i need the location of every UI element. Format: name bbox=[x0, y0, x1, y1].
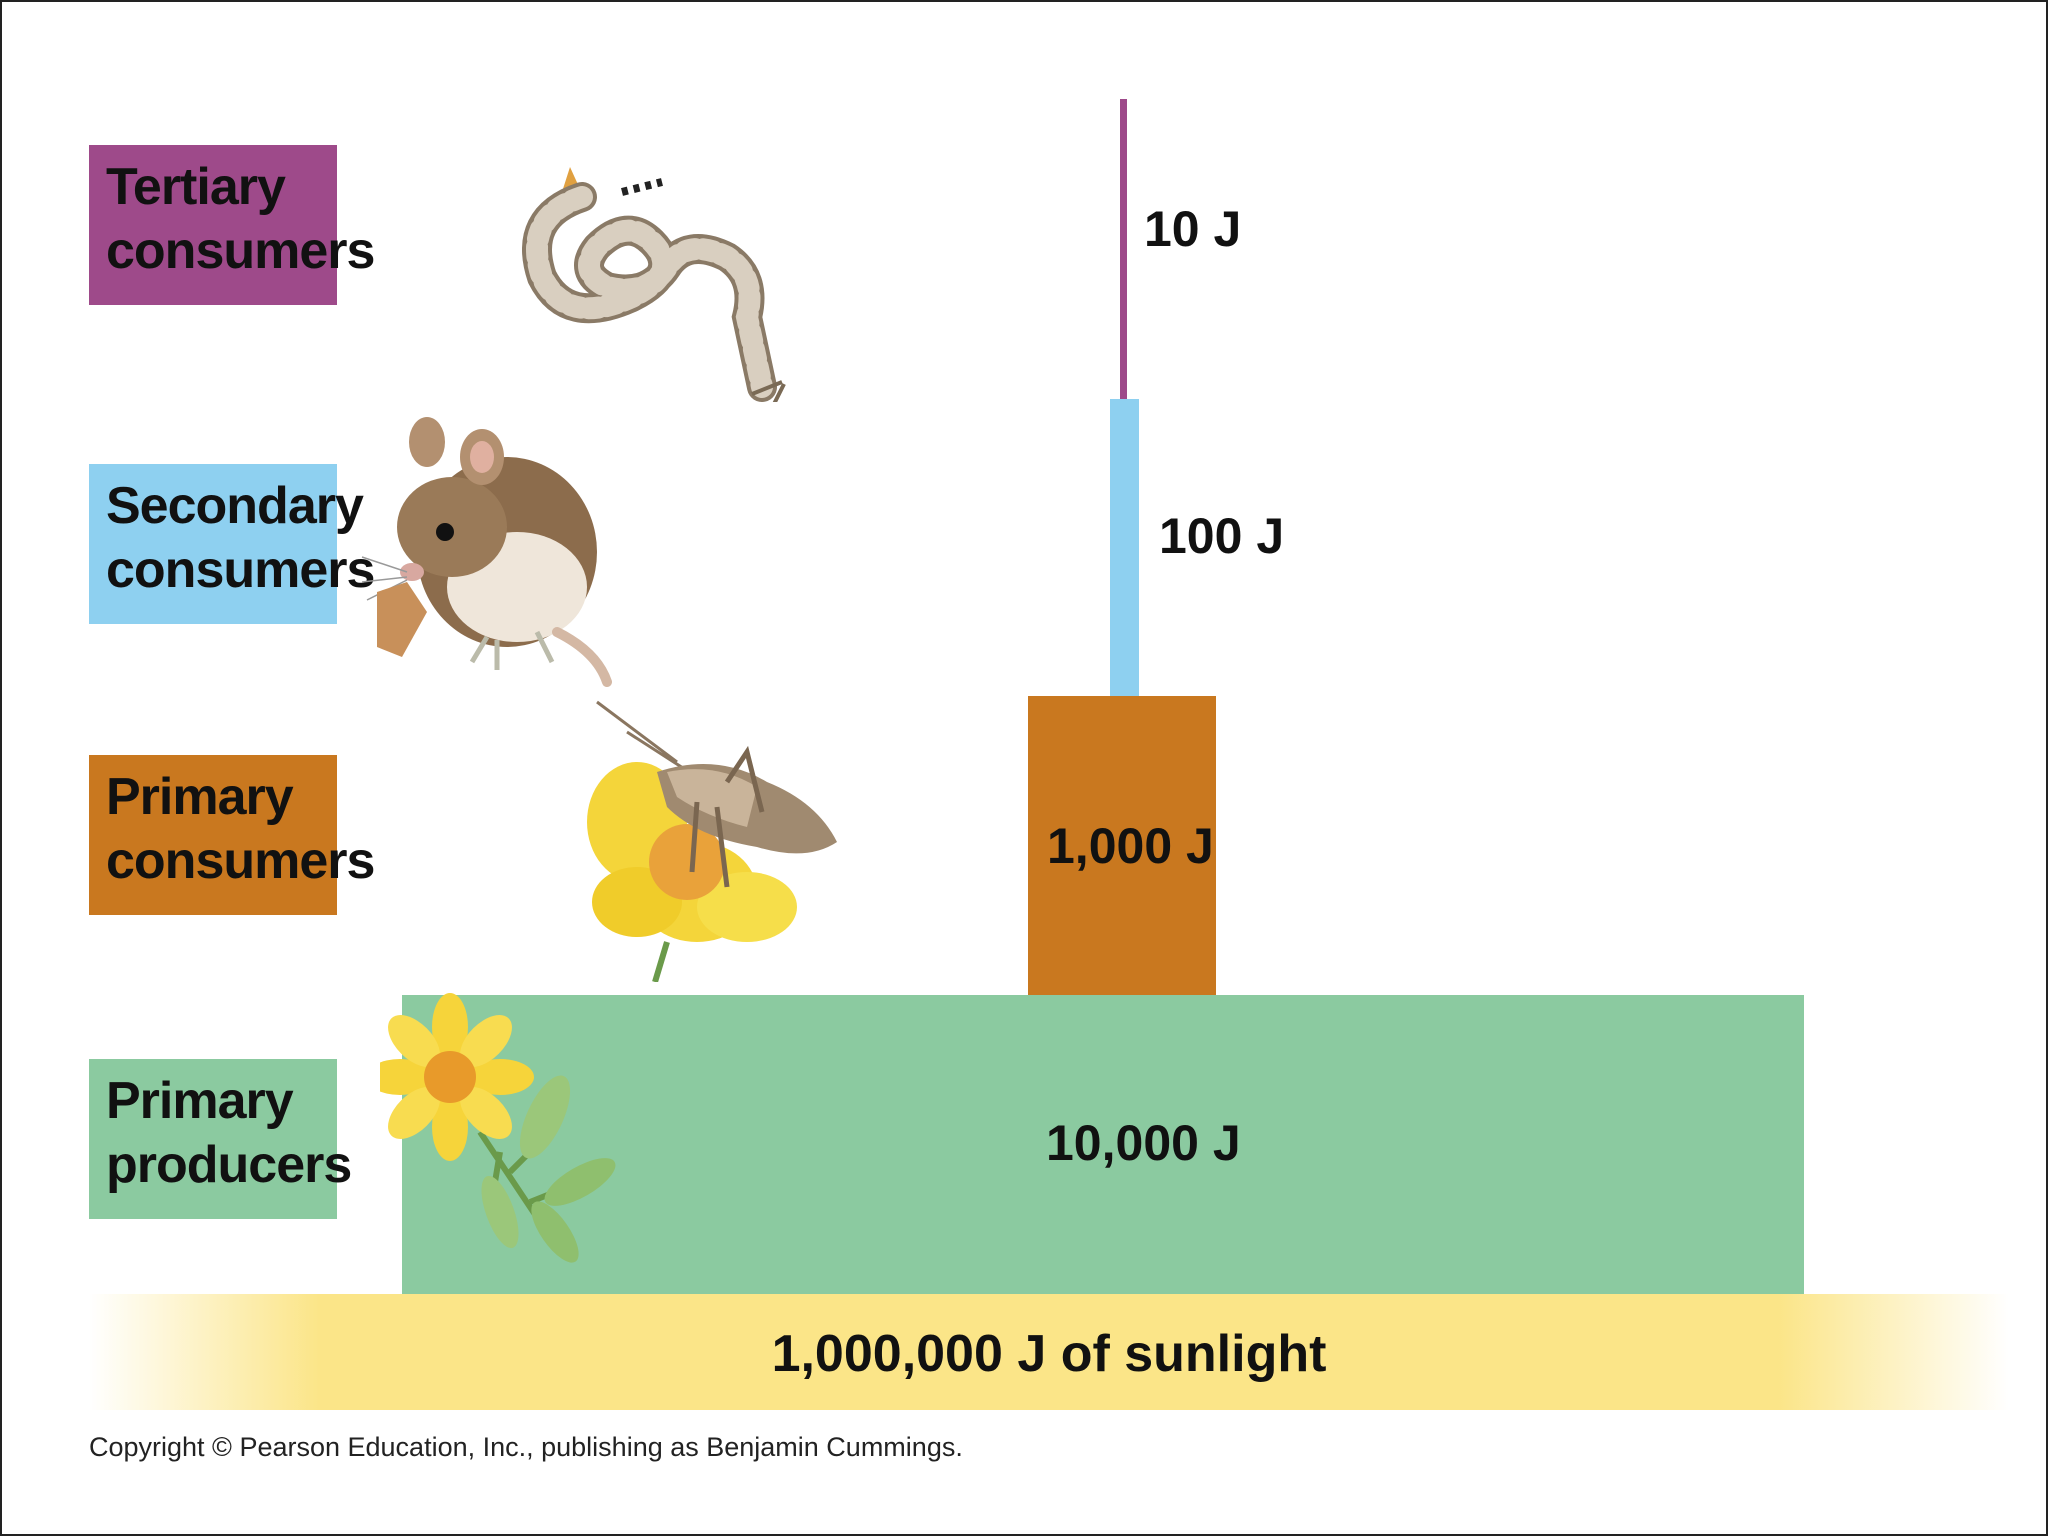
energy-primary-producers: 10,000 J bbox=[1046, 1115, 1241, 1171]
grasshopper-icon bbox=[587, 700, 837, 982]
label-line-2: producers bbox=[106, 1136, 352, 1194]
bar-secondary bbox=[1110, 399, 1139, 696]
energy-primary-consumers: 1,000 J bbox=[1047, 818, 1214, 874]
bar-tertiary bbox=[1120, 99, 1127, 401]
label-line-1: Primary bbox=[106, 768, 294, 826]
label-secondary-consumers: Secondary consumers bbox=[89, 464, 375, 624]
flower-icon bbox=[380, 993, 616, 1263]
snake-icon bbox=[522, 167, 786, 402]
bar-primary-producers bbox=[402, 995, 1804, 1294]
label-line-2: consumers bbox=[106, 832, 375, 890]
sunlight-base: 1,000,000 J of sunlight bbox=[89, 1294, 2009, 1410]
label-primary-producers: Primary producers bbox=[89, 1059, 352, 1219]
label-tertiary-consumers: Tertiary consumers bbox=[89, 145, 375, 305]
label-line-1: Secondary bbox=[106, 477, 364, 535]
bar-primary-consumers bbox=[1028, 696, 1216, 996]
label-line-2: consumers bbox=[106, 541, 375, 599]
energy-secondary: 100 J bbox=[1159, 508, 1285, 564]
label-line-1: Tertiary bbox=[106, 158, 286, 216]
mouse-icon bbox=[361, 417, 612, 687]
energy-tertiary: 10 J bbox=[1144, 201, 1242, 257]
label-primary-consumers: Primary consumers bbox=[89, 755, 375, 915]
label-line-1: Primary bbox=[106, 1072, 294, 1130]
copyright-text: Copyright © Pearson Education, Inc., pub… bbox=[89, 1432, 963, 1462]
sunlight-label: 1,000,000 J of sunlight bbox=[771, 1325, 1327, 1383]
label-line-2: consumers bbox=[106, 222, 375, 280]
